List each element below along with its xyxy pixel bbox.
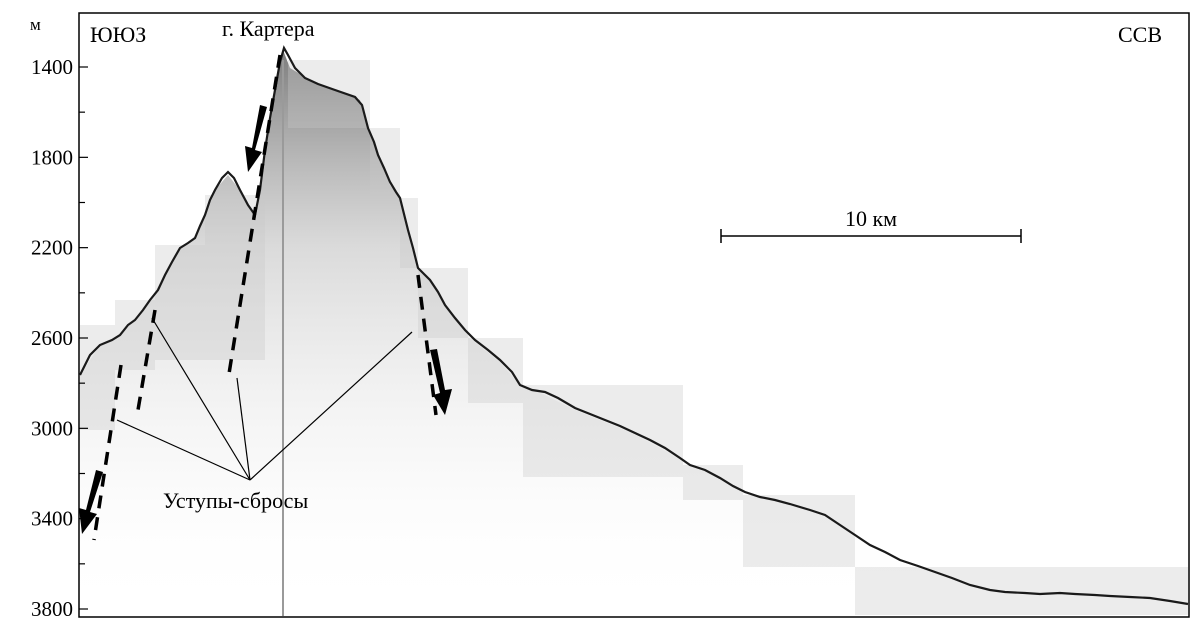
- fault-line-1: [92, 364, 123, 541]
- y-tick-label: 2200: [31, 236, 73, 260]
- y-axis-tick-labels: 1400 1800 2200 2600 3000 3400 3800: [31, 55, 73, 619]
- y-tick-label: 2600: [31, 326, 73, 350]
- seafloor-profile: [79, 45, 1189, 606]
- y-tick-label: 3400: [31, 507, 73, 531]
- swath-panels: [80, 60, 1188, 615]
- leader-lines: [116, 317, 413, 481]
- peak-label: г. Картера: [222, 16, 315, 41]
- plot-frame: [78, 12, 1190, 618]
- arrow-down-icon: [430, 349, 452, 415]
- fault-line-2: [136, 309, 157, 411]
- y-tick-label: 3800: [31, 597, 73, 619]
- echo-texture: [80, 50, 1188, 616]
- fault-line-4: [416, 274, 438, 416]
- scale-bar: [720, 229, 1022, 243]
- direction-right-label: ССВ: [1118, 22, 1162, 47]
- direction-left-label: ЮЮЗ: [90, 22, 146, 47]
- arrow-down-icon: [79, 470, 103, 534]
- fault-lines: [92, 54, 438, 541]
- y-axis-ticks: [79, 66, 88, 610]
- faults-label: Уступы-сбросы: [163, 488, 308, 513]
- scale-bar-label: 10 км: [845, 206, 897, 231]
- slip-arrows: [79, 105, 452, 534]
- arrow-down-icon: [245, 105, 267, 172]
- y-tick-label: 1400: [31, 55, 73, 79]
- y-tick-label: 1800: [31, 145, 73, 169]
- y-axis-unit: м: [30, 15, 41, 34]
- fault-line-3: [226, 54, 282, 381]
- y-tick-label: 3000: [31, 416, 73, 440]
